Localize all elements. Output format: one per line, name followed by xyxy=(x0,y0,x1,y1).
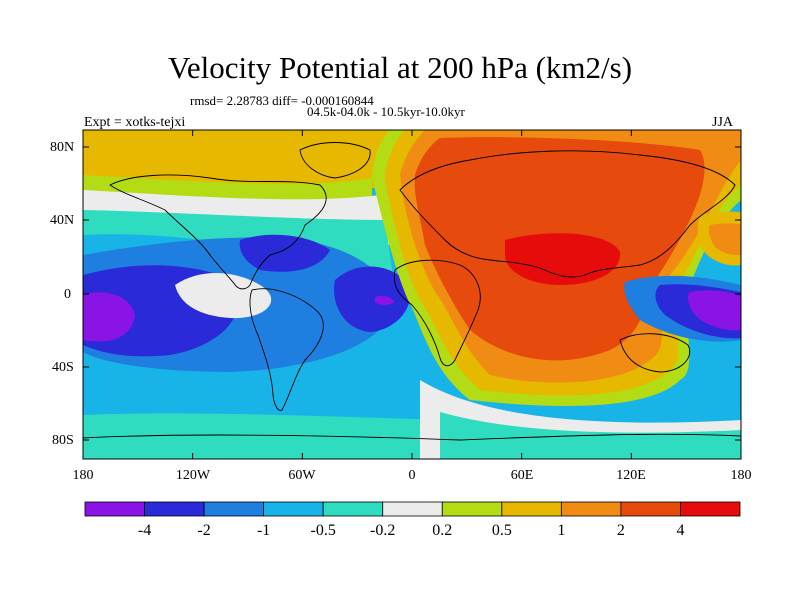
north-band-neg02 xyxy=(83,210,395,290)
colorbar-label-3: -0.5 xyxy=(310,522,336,539)
map-title: Velocity Potential at 200 hPa (km2/s) xyxy=(167,50,633,85)
lat-label-80n: 80N xyxy=(50,140,75,155)
colorbar-swatch-9 xyxy=(620,501,681,517)
colorbar-swatch-2 xyxy=(203,501,265,517)
colorbar-label-4: -0.2 xyxy=(370,522,396,539)
atlantic-neg4 xyxy=(375,295,394,305)
africa-outline xyxy=(393,259,481,367)
australia-outline xyxy=(619,333,691,373)
colorbar-label-7: 1 xyxy=(557,522,566,539)
colorbar-swatch-5 xyxy=(382,501,443,517)
colorbar-swatch-3 xyxy=(263,501,324,517)
colorbar-swatch-6 xyxy=(441,501,503,517)
north-america-outline xyxy=(109,174,327,290)
colorbar xyxy=(84,501,741,517)
south-america-outline xyxy=(249,288,324,411)
south-band-neg02 xyxy=(83,413,470,459)
season-label: JJA xyxy=(712,115,734,130)
west-pacific-neg4 xyxy=(687,290,741,331)
colorbar-swatch-10 xyxy=(680,501,741,517)
colorbar-swatch-1 xyxy=(144,501,205,517)
colorbar-swatch-8 xyxy=(560,501,622,517)
lon-label-0: 0 xyxy=(408,468,416,483)
colorbar-swatch-4 xyxy=(322,501,384,517)
lat-label-40s: 40S xyxy=(52,360,74,375)
colorbar-label-5: 0.2 xyxy=(432,522,453,539)
coastlines xyxy=(83,142,741,441)
lat-label-eq: 0 xyxy=(64,287,71,302)
colorbar-label-0: -4 xyxy=(137,522,152,539)
colorbar-label-6: 0.5 xyxy=(491,522,512,539)
east-pacific-zero xyxy=(175,272,272,319)
lat-label-40n: 40N xyxy=(50,213,75,228)
period-text: 04.5k-04.0k - 10.5kyr-10.0kyr xyxy=(307,104,465,119)
lon-label-60e: 60E xyxy=(510,468,534,483)
colorbar-label-2: -1 xyxy=(256,522,271,539)
antarctica-outline xyxy=(83,433,741,441)
lon-label-120e: 120E xyxy=(616,468,646,483)
indian-ocean-pos2 xyxy=(570,335,610,356)
lon-label-60w: 60W xyxy=(288,468,316,483)
experiment-text: Expt = xotks-tejxi xyxy=(84,115,186,130)
lon-label-180e: 180 xyxy=(730,468,752,483)
axis-ticks xyxy=(82,130,742,459)
colorbar-label-9: 4 xyxy=(676,522,685,539)
atlantic-neg2 xyxy=(334,266,411,332)
greenland-outline xyxy=(299,142,371,179)
contour-field xyxy=(83,130,741,459)
colorbar-swatch-7 xyxy=(501,501,562,517)
lon-label-180w: 180 xyxy=(72,468,94,483)
north-pacific-pos1 xyxy=(708,223,741,256)
colorbar-label-8: 2 xyxy=(616,522,625,539)
east-region-pos4 xyxy=(505,233,621,285)
west-lobe-neg4 xyxy=(83,292,135,342)
lon-label-120w: 120W xyxy=(175,468,211,483)
eurasia-outline xyxy=(399,150,736,278)
colorbar-label-1: -2 xyxy=(197,522,211,539)
lat-label-80s: 80S xyxy=(52,433,74,448)
colorbar-swatch-0 xyxy=(84,501,145,517)
stats-text: rmsd= 2.28783 diff= -0.000160844 xyxy=(190,93,374,108)
